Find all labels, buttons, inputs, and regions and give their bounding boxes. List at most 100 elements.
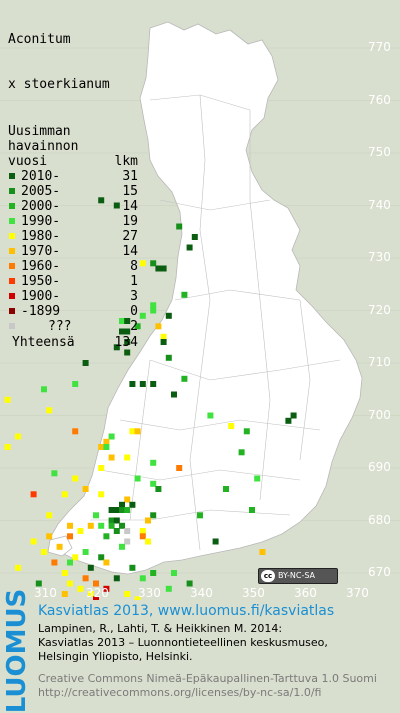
y-tick-label: 730 xyxy=(368,250,391,264)
y-tick-label: 770 xyxy=(368,40,391,54)
legend-row: 2010- 31 xyxy=(8,169,138,184)
observation-marker xyxy=(124,538,131,545)
observation-marker xyxy=(113,202,120,209)
legend-period: 1970- xyxy=(21,244,61,259)
observation-markers xyxy=(4,197,297,600)
observation-marker xyxy=(108,454,115,461)
y-tick-label: 740 xyxy=(368,197,391,212)
observation-marker xyxy=(129,428,136,435)
observation-marker xyxy=(150,307,157,314)
observation-marker xyxy=(145,538,151,545)
cc-license-badge[interactable]: cc BY-NC-SA xyxy=(258,568,338,584)
legend-rows: 2010- 31 2005- 15 2000- 14 1990- 19 1980- 27 1970-… xyxy=(8,169,138,334)
observation-marker xyxy=(108,507,115,513)
atlas-link[interactable]: Kasviatlas 2013, www.luomus.fi/kasviatla… xyxy=(38,603,335,619)
legend-period: 2000- xyxy=(21,199,61,214)
observation-marker xyxy=(82,486,89,492)
legend-period: ??? xyxy=(48,319,72,334)
x-tick-label: 370 xyxy=(346,586,369,600)
observation-marker xyxy=(134,596,141,600)
finland-landmass xyxy=(49,21,363,575)
legend-count: 14 xyxy=(122,199,138,214)
observation-marker xyxy=(72,428,79,435)
legend-row: 1980- 27 xyxy=(8,229,138,244)
observation-marker xyxy=(72,381,79,387)
observation-marker xyxy=(186,244,193,251)
observation-marker xyxy=(30,538,37,545)
cc-badge-text: BY-NC-SA xyxy=(278,571,316,580)
observation-marker xyxy=(41,386,47,393)
observation-marker xyxy=(67,533,73,540)
legend-count: 14 xyxy=(122,244,138,259)
y-tick-label: 760 xyxy=(368,92,391,107)
observation-marker xyxy=(103,533,110,540)
observation-marker xyxy=(171,391,177,398)
observation-marker xyxy=(290,412,297,419)
observation-marker xyxy=(124,339,131,345)
observation-marker xyxy=(155,486,162,492)
observation-marker xyxy=(134,475,141,482)
legend-swatch xyxy=(9,278,15,284)
observation-marker xyxy=(4,444,11,450)
observation-marker xyxy=(82,575,89,582)
observation-marker xyxy=(139,575,146,582)
legend-count: 31 xyxy=(122,169,138,184)
legend-period: 1960- xyxy=(21,259,61,274)
observation-marker xyxy=(87,564,94,571)
y-tick-label: 670 xyxy=(368,565,391,579)
observation-marker xyxy=(139,312,146,319)
observation-marker xyxy=(67,559,73,566)
observation-marker xyxy=(67,580,73,587)
observation-marker xyxy=(46,407,53,414)
observation-marker xyxy=(67,522,73,529)
observation-marker xyxy=(4,396,11,403)
taxon-genus: Aconitum xyxy=(8,32,71,47)
observation-marker xyxy=(93,596,99,600)
legend-count: 27 xyxy=(122,229,138,244)
cc-symbol: cc xyxy=(261,570,275,582)
legend-swatch xyxy=(9,203,15,209)
license-line-2[interactable]: http://creativecommons.org/licenses/by-n… xyxy=(38,686,322,699)
observation-marker xyxy=(212,538,219,545)
x-tick-label: 320 xyxy=(86,586,109,600)
observation-marker xyxy=(176,223,183,230)
legend-swatch xyxy=(9,308,15,314)
observation-marker xyxy=(150,260,157,267)
observation-marker xyxy=(155,323,162,330)
legend-total-row: Yhteensä 134 xyxy=(8,335,138,351)
legend-swatch xyxy=(9,173,15,179)
footer: Kasviatlas 2013, www.luomus.fi/kasviatla… xyxy=(38,602,398,700)
y-tick-label: 750 xyxy=(368,145,391,159)
legend-swatch xyxy=(9,188,15,194)
observation-marker xyxy=(15,564,21,571)
citation-line-3: Helsingin Yliopisto, Helsinki. xyxy=(38,650,193,663)
observation-marker xyxy=(15,433,21,440)
observation-marker xyxy=(77,528,84,534)
observation-marker xyxy=(46,512,53,519)
observation-marker xyxy=(124,528,131,534)
legend-count: 1 xyxy=(130,274,138,289)
x-tick-label: 360 xyxy=(294,586,317,600)
legend-period: 1900- xyxy=(21,289,61,304)
observation-marker xyxy=(129,564,136,571)
observation-marker xyxy=(82,360,89,366)
observation-marker xyxy=(191,234,198,240)
legend-count: 3 xyxy=(130,289,138,304)
legend-count: 15 xyxy=(122,184,138,199)
legend-row: 1900- 3 xyxy=(8,289,138,304)
x-tick-label: 340 xyxy=(190,586,213,600)
x-tick-label: 330 xyxy=(138,586,161,600)
observation-marker xyxy=(124,328,131,335)
legend-swatch xyxy=(9,323,15,329)
observation-marker xyxy=(160,339,167,345)
distribution-map xyxy=(0,21,400,600)
observation-marker xyxy=(108,433,115,440)
legend-row: 2000- 14 xyxy=(8,199,138,214)
legend-heading-row: vuosi lkm xyxy=(8,154,138,169)
observation-marker xyxy=(165,312,172,319)
observation-marker xyxy=(98,444,105,450)
citation-line-2: Kasviatlas 2013 – Luonnontieteellinen ke… xyxy=(38,636,328,649)
luomus-logo-text: LUOMUS xyxy=(2,588,32,713)
observation-marker xyxy=(165,585,172,592)
observation-marker xyxy=(82,549,89,555)
